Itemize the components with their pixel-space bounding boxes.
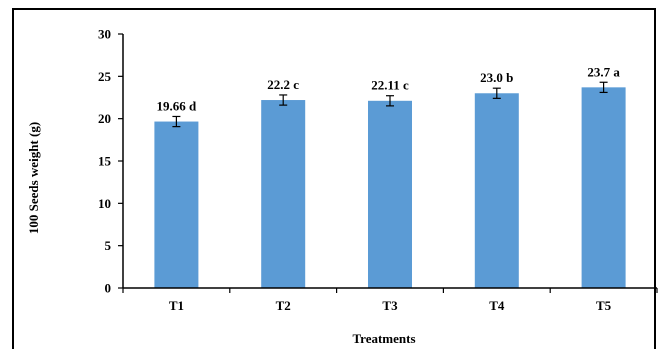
data-label: 23.0 b: [480, 70, 513, 85]
data-label: 22.11 c: [371, 78, 409, 93]
x-axis-title: Treatments: [352, 331, 415, 346]
y-tick-label: 5: [105, 238, 112, 253]
y-tick-label: 15: [98, 154, 112, 169]
bar-t1: [154, 121, 199, 288]
bar-t2: [261, 100, 306, 288]
data-label: 22.2 c: [267, 77, 299, 92]
y-tick-label: 20: [98, 111, 111, 126]
y-axis-ticks: 0 5 10 15 20 25 30: [98, 27, 123, 296]
y-axis-title: 100 Seeds weight (g): [26, 122, 41, 234]
y-tick-label: 25: [98, 69, 112, 84]
error-bars: [172, 81, 608, 128]
x-tick-label: T3: [382, 298, 398, 313]
x-tick-label: T4: [489, 298, 505, 313]
chart-frame: [12, 8, 656, 349]
y-tick-label: 30: [98, 27, 111, 42]
error-bar-t2: [279, 94, 288, 106]
data-label: 19.66 d: [157, 98, 198, 113]
error-bar-t3: [386, 95, 394, 107]
data-labels: 19.66 d 22.2 c 22.11 c 23.0 b 23.7 a: [157, 64, 621, 113]
x-axis-ticks: T1 T2 T3 T4 T5: [122, 288, 658, 313]
bar-t4: [474, 93, 519, 289]
error-bar-t1: [172, 115, 181, 128]
y-tick-label: 10: [98, 196, 111, 211]
y-tick-label: 0: [105, 281, 112, 296]
bars: [154, 87, 626, 289]
error-bar-t4: [492, 87, 501, 99]
bar-t5: [581, 87, 626, 288]
bar-t3: [368, 100, 412, 288]
x-tick-label: T5: [596, 298, 612, 313]
x-tick-label: T2: [276, 298, 291, 313]
x-tick-label: T1: [169, 298, 184, 313]
data-label: 23.7 a: [587, 64, 620, 79]
error-bar-t5: [599, 81, 608, 94]
